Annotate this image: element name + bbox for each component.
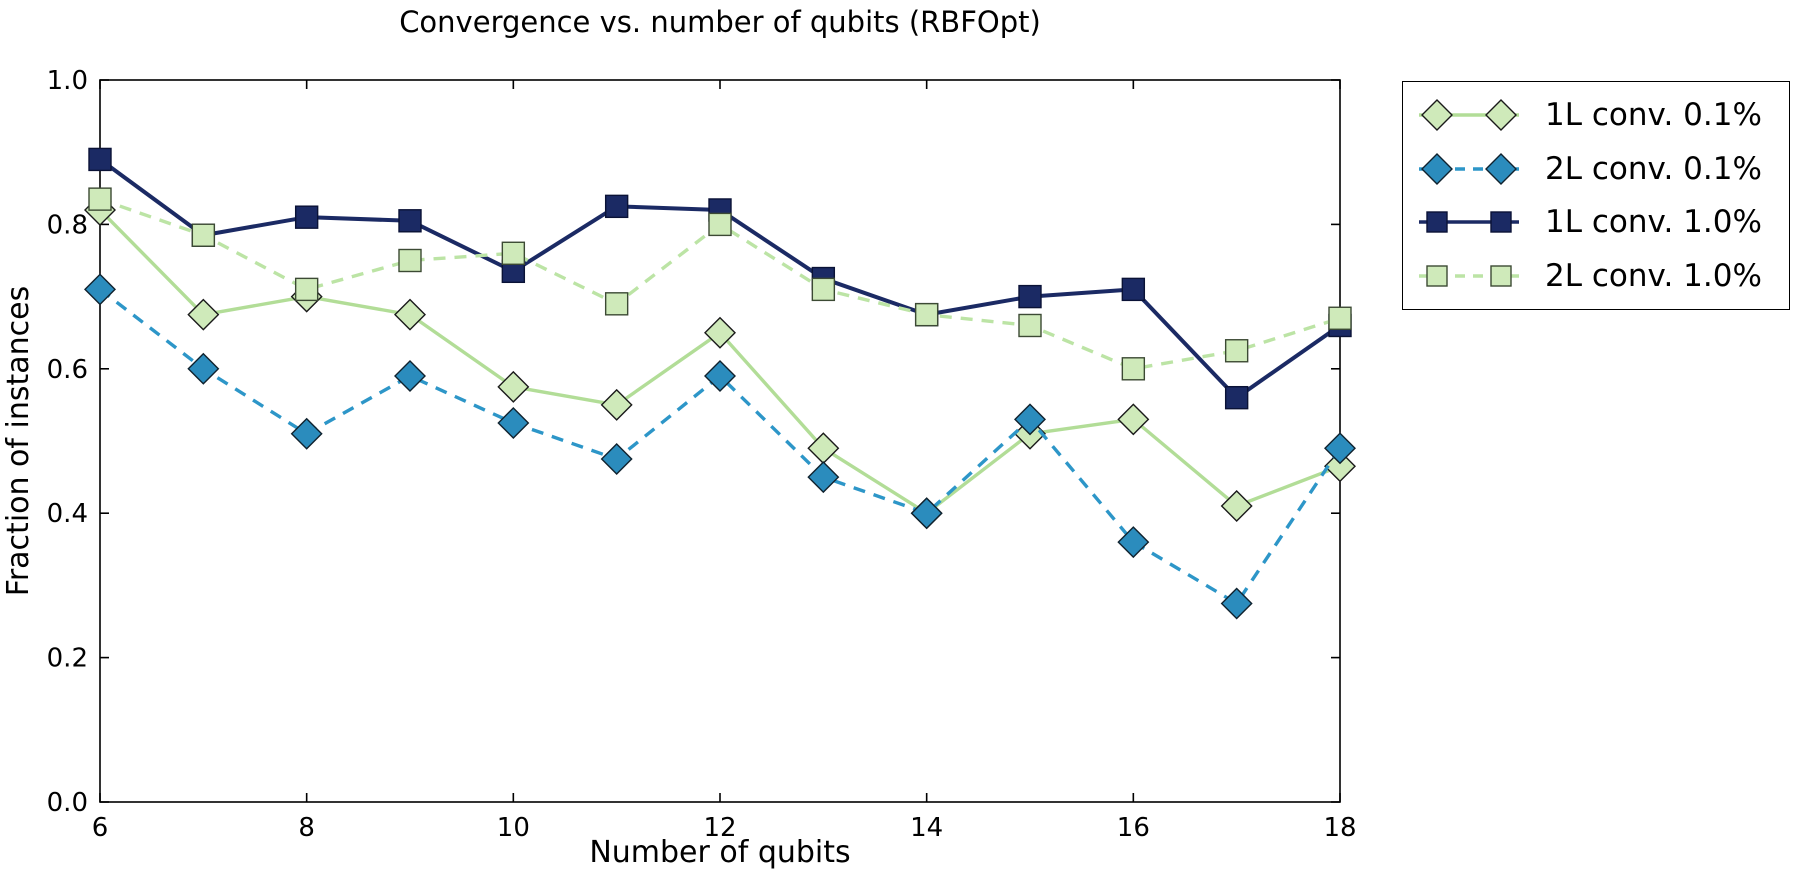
x-axis-label: Number of qubits <box>589 835 850 870</box>
data-point-marker <box>1117 403 1150 436</box>
plot-area: 6 8 10 12 14 16 18 0.0 0.2 0.4 0.6 0.8 1.0 <box>47 66 1357 843</box>
y-tick-label: 0.2 <box>47 644 88 674</box>
data-point-marker <box>294 277 319 302</box>
square-marker-icon <box>1426 265 1448 287</box>
data-point-marker <box>84 273 116 306</box>
legend-item-1: 1L conv. 0.1% <box>1413 88 1779 142</box>
y-axis-label: Fraction of instances <box>1 286 36 596</box>
diamond-marker-icon <box>1485 98 1517 131</box>
legend-sample-3 <box>1419 211 1519 234</box>
data-point-marker <box>910 497 943 530</box>
data-point-marker <box>1324 432 1356 465</box>
y-tick-label: 0.4 <box>47 499 88 529</box>
legend-label: 2L conv. 0.1% <box>1545 150 1762 187</box>
data-point-marker <box>294 205 319 229</box>
data-point-marker <box>600 443 633 476</box>
data-point-marker <box>187 298 220 331</box>
data-point-marker <box>394 360 426 393</box>
x-tick-label: 14 <box>910 813 943 843</box>
y-tick-label: 0.8 <box>47 210 88 240</box>
data-point-marker <box>704 360 736 393</box>
diamond-marker-icon <box>1421 152 1453 185</box>
legend-item-4: 2L conv. 1.0% <box>1413 249 1779 303</box>
data-point-marker <box>497 370 530 403</box>
legend-label: 1L conv. 0.1% <box>1545 96 1762 133</box>
data-point-marker <box>1324 450 1356 483</box>
x-tick-label: 6 <box>92 813 109 843</box>
legend-label: 1L conv. 1.0% <box>1545 204 1762 241</box>
data-point-marker <box>704 316 736 349</box>
data-point-marker <box>1328 306 1352 330</box>
data-point-marker <box>497 406 530 439</box>
data-point-marker <box>1220 587 1253 620</box>
legend-item-3: 1L conv. 1.0% <box>1413 196 1779 250</box>
data-point-marker <box>604 292 629 316</box>
data-point-marker <box>290 417 323 450</box>
y-tick-label: 0.0 <box>47 788 88 818</box>
legend-label: 2L conv. 1.0% <box>1545 258 1762 295</box>
data-point-marker <box>1121 277 1146 302</box>
data-point-marker <box>398 248 422 273</box>
chart-title: Convergence vs. number of qubits (RBFOpt… <box>399 5 1041 39</box>
data-point-marker <box>1014 403 1046 436</box>
data-point-marker <box>501 241 526 265</box>
square-marker-icon <box>1490 211 1512 234</box>
data-point-marker <box>914 302 939 327</box>
data-point-marker <box>1018 313 1042 338</box>
data-point-marker <box>708 212 732 237</box>
data-point-marker <box>88 147 112 172</box>
axes-spines <box>99 79 1341 803</box>
data-point-marker <box>394 298 426 331</box>
legend-sample-4 <box>1419 265 1519 287</box>
data-point-marker <box>1220 489 1253 522</box>
y-tick-label: 1.0 <box>47 66 88 96</box>
data-point-marker <box>811 277 836 302</box>
x-tick-label: 10 <box>497 813 530 843</box>
data-point-marker <box>1117 526 1150 559</box>
data-point-marker <box>604 194 629 219</box>
diamond-marker-icon <box>1421 98 1453 131</box>
square-marker-icon <box>1490 265 1512 287</box>
data-point-marker <box>1224 385 1249 410</box>
data-point-marker <box>398 209 422 233</box>
diamond-marker-icon <box>1485 152 1517 185</box>
y-tick-label: 0.6 <box>47 355 88 385</box>
legend-sample-1 <box>1419 98 1519 131</box>
square-marker-icon <box>1426 211 1448 234</box>
x-tick-label: 16 <box>1117 813 1150 843</box>
x-tick-label: 12 <box>703 813 736 843</box>
legend-item-2: 2L conv. 0.1% <box>1413 142 1779 196</box>
data-point-marker <box>807 461 840 494</box>
legend-sample-2 <box>1419 152 1519 185</box>
data-point-marker <box>600 388 633 421</box>
x-tick-label: 18 <box>1323 813 1356 843</box>
legend: 1L conv. 0.1% 2L conv. 0.1% 1L conv. 1.0% 2… <box>1402 81 1790 310</box>
data-point-marker <box>187 352 220 385</box>
data-point-marker <box>1121 357 1146 381</box>
data-point-marker <box>1224 339 1249 363</box>
x-tick-label: 8 <box>298 813 315 843</box>
data-point-marker <box>191 223 216 247</box>
data-point-marker <box>1018 284 1042 309</box>
data-point-marker <box>88 187 112 211</box>
